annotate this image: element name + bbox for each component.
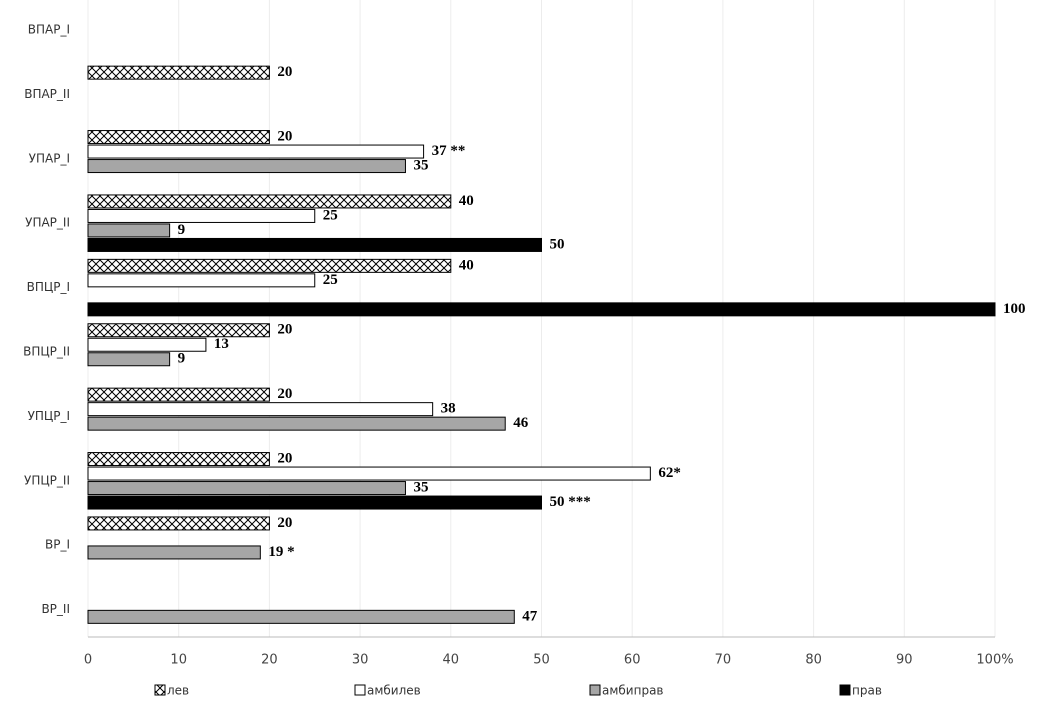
x-tick-label: 50	[533, 653, 550, 668]
legend-swatch	[354, 684, 366, 696]
legend-swatch	[154, 684, 166, 696]
bar	[87, 452, 270, 467]
x-tick-label: 30	[352, 653, 369, 668]
bar	[87, 337, 207, 352]
legend-swatch	[839, 684, 851, 696]
bar	[87, 302, 996, 317]
bar	[87, 609, 515, 624]
category-label: УПАР_II	[25, 216, 70, 230]
bar	[87, 65, 270, 80]
bar	[87, 258, 452, 273]
category-label: ВПЦР_I	[27, 280, 70, 294]
category-label: УПАР_I	[29, 151, 70, 165]
value-label: 20	[277, 386, 292, 402]
category-label: ВР_II	[41, 602, 70, 616]
bar	[87, 495, 542, 510]
x-tick-label: 90	[896, 653, 913, 668]
bar	[87, 416, 506, 431]
value-label: 9	[178, 222, 186, 238]
value-label: 13	[214, 336, 229, 352]
bar	[87, 466, 651, 481]
value-label: 20	[277, 450, 292, 466]
bar	[87, 545, 261, 560]
value-label: 20	[277, 515, 292, 531]
value-label: 20	[277, 322, 292, 338]
bar	[87, 237, 542, 252]
legend-label: амбилев	[367, 684, 421, 698]
value-label: 35	[413, 479, 428, 495]
legend-label: прав	[852, 684, 882, 698]
value-label: 35	[413, 157, 428, 173]
bar	[87, 194, 452, 209]
bar	[87, 516, 270, 531]
value-label: 20	[277, 64, 292, 80]
value-label: 50	[550, 236, 565, 252]
category-label: УПЦР_II	[24, 473, 70, 487]
value-label: 25	[323, 207, 338, 223]
legend-label: лев	[167, 684, 189, 698]
bar	[87, 130, 270, 145]
value-label: 40	[459, 257, 474, 273]
category-label: ВПАР_I	[28, 23, 70, 37]
category-label: УПЦР_I	[28, 409, 70, 423]
x-tick-label: 70	[715, 653, 732, 668]
value-label: 25	[323, 272, 338, 288]
value-label: 62*	[658, 465, 681, 481]
x-tick-label: 60	[624, 653, 641, 668]
value-label: 20	[277, 128, 292, 144]
x-tick-label: 10	[170, 653, 187, 668]
value-label: 9	[178, 351, 186, 367]
x-tick-label: 40	[443, 653, 460, 668]
bar	[87, 352, 171, 367]
value-label: 50 ***	[550, 494, 591, 510]
category-label: ВПАР_II	[24, 87, 70, 101]
category-label: ВПЦР_II	[23, 345, 70, 359]
category-label: ВР_I	[45, 538, 70, 552]
value-label: 19 *	[268, 544, 294, 560]
value-label: 37 **	[432, 143, 466, 159]
value-label: 40	[459, 193, 474, 209]
legend-swatch	[589, 684, 601, 696]
bar	[87, 387, 270, 402]
x-tick-label: 20	[261, 653, 278, 668]
value-label: 46	[513, 415, 529, 431]
bar	[87, 402, 434, 417]
x-tick-label: 0	[84, 653, 92, 668]
bar	[87, 223, 171, 238]
bar	[87, 159, 406, 174]
bar	[87, 481, 406, 496]
bar	[87, 323, 270, 338]
bar	[87, 144, 425, 159]
bar	[87, 208, 316, 223]
bar	[87, 273, 316, 288]
x-tick-label: 80	[805, 653, 822, 668]
legend-label: амбиправ	[602, 684, 664, 698]
x-tick-label: 100%	[976, 653, 1013, 668]
value-label: 100	[1003, 301, 1026, 317]
value-label: 38	[441, 401, 456, 417]
value-label: 47	[522, 608, 538, 624]
